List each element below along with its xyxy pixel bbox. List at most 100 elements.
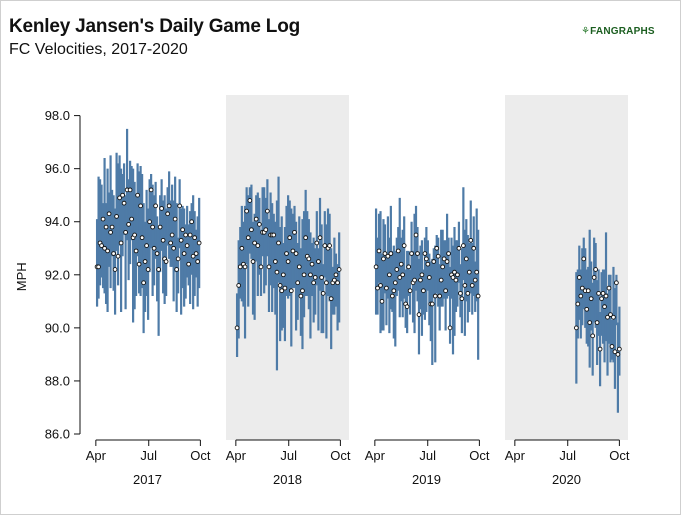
velocity-point — [576, 275, 582, 280]
velocity-point — [391, 288, 397, 294]
velocity-point — [472, 277, 478, 283]
velocity-point — [456, 245, 462, 251]
velocity-point — [237, 264, 243, 270]
panel-2020 — [573, 229, 622, 413]
velocity-point — [453, 277, 459, 283]
velocity-point — [282, 285, 288, 291]
velocity-point — [461, 243, 466, 248]
velocity-point — [266, 264, 272, 270]
panel-2017 — [94, 128, 202, 336]
velocity-point — [584, 306, 590, 312]
x-tick-label: Apr — [226, 448, 247, 463]
velocity-point — [324, 280, 329, 286]
velocity-point — [438, 277, 444, 283]
velocity-point — [279, 288, 285, 294]
velocity-point — [239, 245, 245, 251]
velocity-point — [404, 304, 410, 309]
logo-text: FANGRAPHS — [590, 26, 655, 37]
x-tick-label: Oct — [190, 448, 211, 463]
y-tick-label: 88.0 — [45, 373, 70, 388]
velocity-point — [273, 259, 278, 264]
velocity-point — [608, 312, 613, 317]
panel-year-label: 2018 — [273, 472, 302, 487]
velocity-point — [306, 256, 312, 262]
velocity-point — [103, 224, 109, 230]
chart-panels — [94, 128, 622, 413]
velocity-point — [434, 245, 440, 251]
velocity-point — [127, 187, 133, 193]
velocity-point — [588, 296, 594, 302]
velocity-point — [397, 275, 403, 280]
velocity-point — [336, 267, 342, 272]
velocity-point — [400, 272, 406, 278]
velocity-point — [263, 227, 269, 233]
panel-backgrounds — [226, 95, 628, 440]
velocity-point — [234, 325, 240, 331]
velocity-point — [378, 283, 383, 288]
y-tick-label: 86.0 — [45, 427, 70, 442]
velocity-point — [174, 267, 179, 272]
velocity-point — [183, 232, 188, 238]
velocity-point — [308, 272, 313, 278]
velocity-point — [247, 198, 253, 203]
velocity-point — [126, 222, 131, 227]
velocity-point — [458, 291, 463, 296]
velocity-point — [441, 256, 447, 262]
velocity-point — [421, 288, 426, 294]
velocity-point — [317, 235, 323, 241]
fangraphs-logo: ⚘FANGRAPHS — [581, 26, 655, 37]
velocity-point — [118, 240, 124, 246]
velocity-point — [298, 293, 304, 299]
velocity-point — [181, 251, 187, 256]
velocity-point — [431, 259, 437, 264]
velocity-point — [599, 296, 604, 302]
velocity-point — [587, 320, 593, 325]
velocity-point — [319, 275, 324, 280]
velocity-point — [614, 280, 619, 286]
velocity-point — [429, 301, 435, 307]
velocity-point — [590, 333, 596, 339]
velocity-point — [175, 256, 181, 262]
velocity-point — [163, 259, 169, 264]
velocity-point — [120, 192, 125, 198]
velocity-point — [389, 293, 395, 299]
velocity-point — [450, 275, 456, 280]
velocity-point — [437, 293, 443, 299]
velocity-point — [395, 248, 401, 254]
velocity-point — [309, 261, 315, 267]
velocity-point — [255, 243, 261, 248]
velocity-point — [385, 253, 391, 259]
velocity-point — [316, 259, 321, 264]
velocity-point — [171, 245, 176, 251]
velocity-point — [416, 312, 422, 317]
velocity-point — [320, 291, 326, 296]
velocity-point — [290, 248, 296, 254]
velocity-point — [581, 256, 587, 262]
velocity-point — [100, 216, 106, 222]
velocity-point — [112, 267, 118, 272]
velocity-point — [469, 283, 475, 288]
velocity-point — [591, 275, 597, 280]
velocity-point — [387, 272, 392, 278]
velocity-point — [193, 251, 199, 256]
velocity-point — [117, 195, 122, 201]
velocity-point — [277, 283, 283, 288]
velocity-point — [384, 285, 389, 291]
velocity-point — [605, 314, 610, 320]
x-tick-label: Jul — [419, 448, 436, 463]
x-tick-label: Jul — [140, 448, 157, 463]
velocity-point — [462, 283, 468, 288]
velocity-point — [276, 240, 281, 246]
velocity-point — [285, 259, 291, 264]
velocity-point — [466, 269, 472, 275]
velocity-point — [123, 229, 128, 235]
velocity-point — [413, 232, 419, 238]
velocity-point — [594, 320, 600, 325]
velocity-point — [154, 251, 160, 256]
velocity-point — [426, 275, 432, 280]
velocity-point — [409, 251, 414, 256]
x-axis-2017: Apr Jul Oct 2017 — [86, 439, 211, 487]
velocity-point — [172, 216, 178, 222]
